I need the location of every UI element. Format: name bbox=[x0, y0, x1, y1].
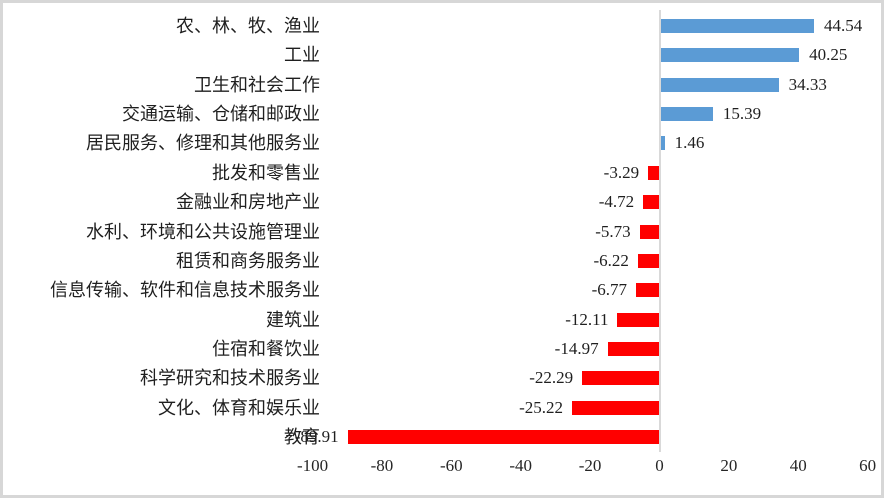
x-axis-tick-label: 0 bbox=[655, 456, 664, 475]
category-label: 文化、体育和娱乐业 bbox=[158, 397, 320, 418]
bar-positive bbox=[659, 48, 800, 63]
category-label: 租赁和商务服务业 bbox=[176, 250, 320, 271]
value-label: -5.73 bbox=[595, 221, 631, 241]
x-axis-tick-label: -60 bbox=[440, 456, 463, 475]
value-label: -4.72 bbox=[598, 192, 635, 212]
value-label: 34.33 bbox=[788, 74, 827, 94]
value-label: -3.29 bbox=[603, 162, 640, 182]
bar-negative bbox=[648, 165, 660, 180]
value-label: 44.54 bbox=[824, 16, 863, 35]
x-axis-tick-label: -20 bbox=[578, 456, 602, 475]
value-label: 1.46 bbox=[674, 133, 705, 153]
bar-negative bbox=[582, 371, 660, 386]
bar-negative bbox=[639, 224, 660, 239]
category-label: 科学研究和技术服务业 bbox=[140, 368, 320, 389]
category-label: 交通运输、仓储和邮政业 bbox=[122, 104, 320, 125]
category-label: 信息传输、软件和信息技术服务业 bbox=[50, 280, 320, 301]
value-label: 40.25 bbox=[809, 45, 848, 65]
value-label: -25.22 bbox=[519, 397, 564, 417]
bar-negative bbox=[637, 253, 660, 268]
value-label: -6.22 bbox=[593, 250, 629, 270]
category-label: 工业 bbox=[284, 45, 320, 66]
value-label: -12.11 bbox=[565, 309, 609, 329]
category-label: 居民服务、修理和其他服务业 bbox=[86, 133, 320, 154]
x-axis-tick-label: 20 bbox=[720, 456, 738, 475]
category-label: 批发和零售业 bbox=[212, 162, 320, 183]
bar-negative bbox=[636, 283, 660, 298]
bar-negative bbox=[643, 195, 660, 210]
value-label: -89.91 bbox=[294, 427, 339, 447]
category-label: 水利、环境和公共设施管理业 bbox=[86, 221, 320, 242]
value-label: 15.39 bbox=[722, 104, 762, 124]
category-label: 教育 bbox=[284, 427, 320, 448]
bar-negative bbox=[607, 341, 660, 356]
value-label: -14.97 bbox=[554, 338, 599, 358]
category-label: 住宿和餐饮业 bbox=[212, 338, 320, 359]
x-axis-tick-label: 60 bbox=[859, 456, 877, 475]
value-label: -6.77 bbox=[591, 280, 628, 300]
bar-positive bbox=[659, 136, 665, 151]
x-axis-tick-label: -80 bbox=[370, 456, 394, 475]
category-label: 建筑业 bbox=[266, 309, 320, 330]
category-label: 卫生和社会工作 bbox=[194, 74, 320, 95]
bar-positive bbox=[659, 107, 713, 122]
bar-positive bbox=[659, 77, 779, 92]
bar-negative bbox=[347, 430, 660, 445]
category-label: 农、林、牧、渔业 bbox=[176, 16, 320, 36]
bar-positive bbox=[659, 19, 814, 33]
bar-negative bbox=[572, 400, 660, 415]
x-axis-tick-label: -100 bbox=[297, 456, 329, 475]
bar-negative bbox=[617, 312, 660, 327]
value-label: -22.29 bbox=[529, 368, 574, 388]
category-label: 金融业和房地产业 bbox=[176, 192, 320, 213]
x-axis-tick-label: -40 bbox=[509, 456, 533, 475]
zero-axis-line bbox=[658, 10, 661, 452]
x-axis-tick-label: 40 bbox=[789, 456, 807, 475]
